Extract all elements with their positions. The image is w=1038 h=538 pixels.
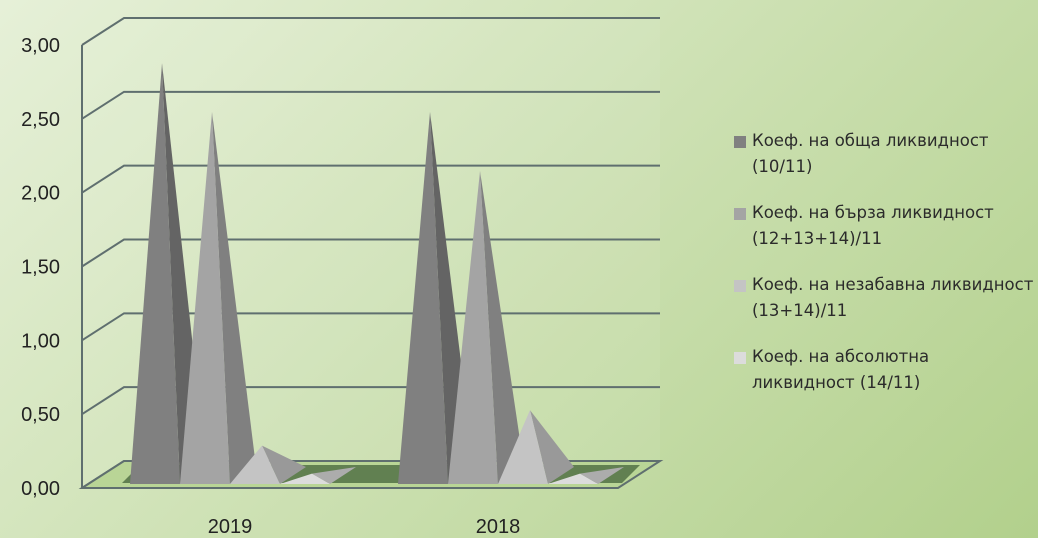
pyramid-bar — [280, 467, 356, 484]
pyramid-bar — [498, 410, 574, 484]
pyramid-bar — [448, 170, 524, 485]
y-tick-label: 2,50 — [21, 109, 60, 131]
pyramid-bar — [180, 111, 256, 484]
y-tick-label: 2,00 — [21, 183, 60, 205]
pyramid-front — [548, 473, 598, 484]
y-tick-label: 1,00 — [21, 330, 60, 352]
pyramid-front — [180, 111, 230, 484]
legend-item: Коеф. на обща ликвидност (10/11) — [734, 128, 1034, 180]
legend-label: Коеф. на абсолютна ликвидност (14/11) — [752, 347, 930, 392]
y-tick-label: 1,50 — [21, 257, 60, 279]
pyramid-bar — [230, 445, 306, 484]
legend-label: Коеф. на незабавна ликвидност (13+14)/11 — [752, 275, 1034, 320]
pyramid-side — [212, 111, 256, 484]
pyramid-front — [130, 63, 180, 485]
x-category-label: 2019 — [208, 516, 253, 538]
gridline — [81, 90, 660, 120]
pyramid-front — [230, 445, 280, 484]
pyramid-side — [530, 410, 574, 484]
legend-swatch — [734, 208, 746, 220]
y-axis-ticks: 0,00 0,50 1,00 1,50 2,00 2,50 3,00 — [21, 35, 60, 500]
pyramid-side — [312, 467, 356, 484]
legend-swatch — [734, 136, 746, 148]
y-tick-label: 0,00 — [21, 478, 60, 500]
pyramid-bar — [548, 467, 624, 484]
pyramid-side — [580, 467, 624, 484]
legend-item: Коеф. на абсолютна ликвидност (14/11) — [734, 344, 1034, 396]
legend-item: Коеф. на незабавна ликвидност (13+14)/11 — [734, 272, 1034, 324]
legend-item: Коеф. на бърза ликвидност (12+13+14)/11 — [734, 200, 1034, 252]
legend-label: Коеф. на бърза ликвидност (12+13+14)/11 — [752, 203, 994, 248]
pyramid-side — [480, 170, 524, 485]
legend-label: Коеф. на обща ликвидност (10/11) — [752, 131, 989, 176]
gridline — [81, 164, 660, 194]
pyramid-front — [448, 170, 498, 485]
pyramid-side — [262, 445, 306, 484]
pyramid-front — [398, 111, 448, 484]
y-tick-label: 0,50 — [21, 404, 60, 426]
legend-swatch — [734, 352, 746, 364]
legend: Коеф. на обща ликвидност (10/11) Коеф. на… — [734, 128, 1034, 416]
x-axis-labels: 2019 2018 — [208, 516, 521, 538]
gridline — [81, 17, 660, 46]
pyramid-front — [280, 473, 330, 484]
chart-marks — [130, 63, 624, 485]
x-category-label: 2018 — [476, 516, 521, 538]
legend-swatch — [734, 280, 746, 292]
pyramid-front — [498, 410, 548, 484]
y-tick-label: 3,00 — [21, 35, 60, 57]
